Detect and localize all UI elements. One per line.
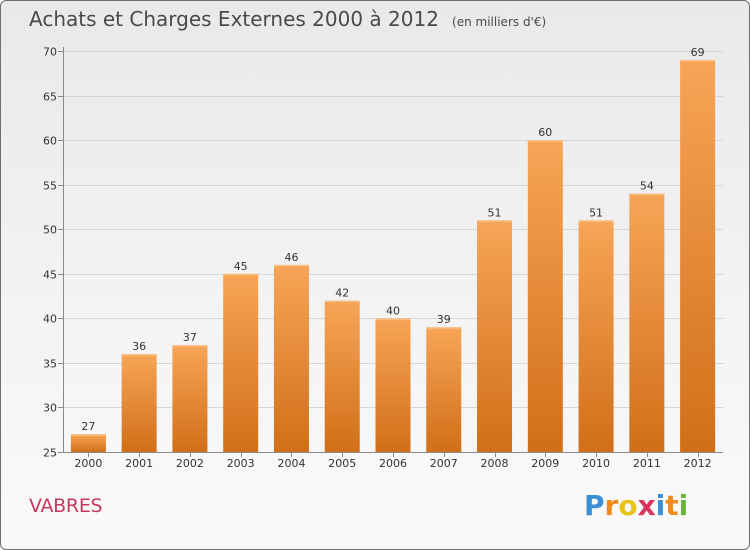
data-label: 51 bbox=[589, 206, 603, 219]
labels: 25 30 35 40 45 50 55 60 65 70 27 2000 36 2001 37 2002 45… bbox=[43, 46, 712, 471]
chart-title: Achats et Charges Externes 2000 à 2012 bbox=[29, 7, 439, 31]
place-label: VABRES bbox=[29, 495, 103, 517]
y-tick-label: 70 bbox=[43, 46, 57, 59]
bar bbox=[680, 59, 716, 453]
y-tick-label: 60 bbox=[43, 135, 57, 148]
data-label: 46 bbox=[284, 251, 298, 264]
x-tick-label: 2009 bbox=[531, 457, 559, 470]
bar bbox=[578, 220, 614, 452]
x-tick-label: 2002 bbox=[176, 457, 204, 470]
data-label: 45 bbox=[234, 260, 248, 273]
x-tick-label: 2012 bbox=[684, 457, 712, 470]
data-label: 51 bbox=[488, 206, 502, 219]
x-tick-label: 2010 bbox=[582, 457, 610, 470]
bar-top-highlight bbox=[172, 345, 208, 347]
bar-top-highlight bbox=[477, 220, 513, 222]
brand-logo-letter: i bbox=[655, 489, 666, 522]
brand-logo-letter: x bbox=[637, 489, 656, 522]
y-tick-label: 50 bbox=[43, 224, 57, 237]
bars bbox=[70, 59, 716, 453]
y-tick-label: 35 bbox=[43, 358, 57, 371]
data-label: 27 bbox=[81, 420, 95, 433]
data-label: 40 bbox=[386, 304, 400, 317]
y-tick-label: 45 bbox=[43, 269, 57, 282]
x-tick-label: 2001 bbox=[125, 457, 153, 470]
x-tick-label: 2006 bbox=[379, 457, 407, 470]
bar-top-highlight bbox=[324, 300, 360, 303]
x-tick-label: 2008 bbox=[481, 457, 509, 470]
bar bbox=[70, 434, 106, 452]
bar-top-highlight bbox=[375, 318, 411, 320]
data-label: 54 bbox=[640, 180, 654, 193]
bar-top-highlight bbox=[629, 193, 665, 196]
bar bbox=[121, 353, 157, 452]
axes bbox=[58, 47, 723, 457]
y-tick-label: 25 bbox=[43, 447, 57, 460]
data-label: 37 bbox=[183, 331, 197, 344]
data-label: 36 bbox=[132, 340, 146, 353]
bar bbox=[527, 140, 563, 452]
x-tick-label: 2011 bbox=[633, 457, 661, 470]
bar bbox=[629, 193, 665, 453]
y-tick-label: 30 bbox=[43, 402, 57, 415]
data-label: 60 bbox=[538, 126, 552, 139]
bar bbox=[477, 220, 513, 452]
bar-top-highlight bbox=[223, 273, 259, 276]
brand-logo-letter: r bbox=[604, 489, 619, 522]
bar-top-highlight bbox=[426, 327, 462, 329]
bar bbox=[324, 300, 360, 452]
brand-logo-letter: P bbox=[584, 489, 605, 522]
data-label: 69 bbox=[691, 46, 705, 59]
bar-top-highlight bbox=[680, 59, 716, 62]
title-row: Achats et Charges Externes 2000 à 2012 (… bbox=[29, 7, 546, 31]
data-label: 39 bbox=[437, 313, 451, 326]
brand-logo-letter: o bbox=[618, 489, 638, 522]
x-tick-label: 2000 bbox=[74, 457, 102, 470]
bar-top-highlight bbox=[70, 434, 106, 436]
bar bbox=[172, 345, 208, 452]
bar-top-highlight bbox=[121, 353, 157, 356]
data-label: 42 bbox=[335, 287, 349, 300]
x-tick-label: 2003 bbox=[227, 457, 255, 470]
bar-top-highlight bbox=[578, 220, 614, 222]
x-tick-label: 2007 bbox=[430, 457, 458, 470]
bar bbox=[273, 264, 309, 452]
brand-logo: Proxiti bbox=[584, 489, 688, 522]
bar-top-highlight bbox=[527, 140, 563, 142]
brand-logo-letter: t bbox=[665, 489, 679, 522]
y-tick-label: 55 bbox=[43, 180, 57, 193]
bar bbox=[426, 327, 462, 452]
y-tick-label: 65 bbox=[43, 91, 57, 104]
bar bbox=[223, 273, 259, 452]
bar bbox=[375, 318, 411, 452]
bar-top-highlight bbox=[273, 264, 309, 267]
x-tick-label: 2004 bbox=[277, 457, 305, 470]
y-tick-label: 40 bbox=[43, 313, 57, 326]
x-tick-label: 2005 bbox=[328, 457, 356, 470]
brand-logo-letter: i bbox=[678, 489, 689, 522]
chart-subtitle: (en milliers d'€) bbox=[452, 15, 547, 29]
